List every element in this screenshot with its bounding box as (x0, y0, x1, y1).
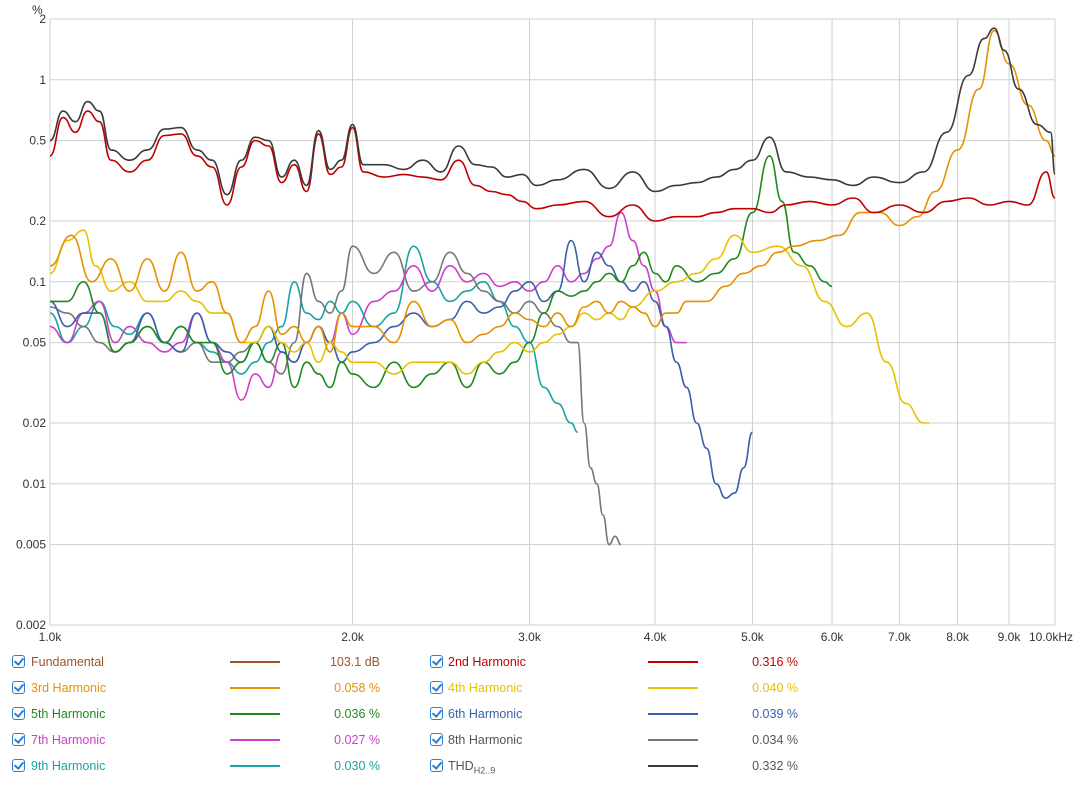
y-tick-label: 0.01 (23, 477, 47, 491)
legend-label: 2nd Harmonic (448, 655, 526, 669)
x-tick-label: 4.0k (644, 630, 668, 644)
legend-checkbox-5th-harmonic[interactable] (12, 707, 25, 720)
legend-label: 6th Harmonic (448, 707, 523, 721)
legend-swatch (648, 687, 698, 689)
legend-swatch (648, 713, 698, 715)
x-tick-label: 8.0k (946, 630, 970, 644)
legend-label: 3rd Harmonic (31, 681, 107, 695)
y-tick-label: 0.5 (29, 134, 46, 148)
legend-checkbox-thd[interactable] (430, 759, 443, 772)
series-line-9th-harmonic (49, 245, 578, 433)
legend-swatch (230, 713, 280, 715)
y-tick-label: 0.1 (29, 275, 46, 289)
legend-swatch (648, 661, 698, 663)
grid (49, 18, 1056, 626)
distortion-chart: 1.0k 2.0k 3.0k 4.0k 5.0k 6.0k 7.0k 8.0k 9.0k 10.0… (16, 3, 1073, 644)
legend-item-6th-harmonic: 6th Harmonic 0.039 % (0, 704, 1079, 724)
legend-value: 0.316 % (752, 655, 798, 669)
legend-item-7th-harmonic: 7th Harmonic 0.027 % (0, 730, 1079, 750)
series-line-4th-harmonic (49, 229, 930, 424)
series-lines (49, 27, 1056, 546)
legend-item-2nd-harmonic: 2nd Harmonic 0.316 % (0, 652, 1079, 672)
legend-value: 0.332 % (752, 759, 798, 773)
legend-label: Fundamental (31, 655, 104, 669)
y-tick-label: 0.2 (29, 214, 46, 228)
legend-checkbox-6th-harmonic[interactable] (430, 707, 443, 720)
legend-swatch (230, 687, 280, 689)
legend-checkbox-4th-harmonic[interactable] (430, 681, 443, 694)
legend-value: 0.058 % (334, 681, 380, 695)
x-tick-label: 7.0k (888, 630, 912, 644)
x-tick-label: 2.0k (341, 630, 365, 644)
legend-item-3rd-harmonic: 3rd Harmonic 0.058 % (0, 678, 1079, 698)
y-axis-unit: % (32, 3, 43, 17)
legend-value: 0.027 % (334, 733, 380, 747)
legend-value: 0.030 % (334, 759, 380, 773)
legend-value: 0.036 % (334, 707, 380, 721)
y-tick-label: 0.05 (23, 336, 47, 350)
y-tick-label: 0.02 (23, 416, 47, 430)
legend-swatch (230, 661, 280, 663)
legend-item-9th-harmonic: 9th Harmonic 0.030 % (0, 756, 1079, 776)
x-tick-label: 5.0k (741, 630, 765, 644)
legend-swatch (230, 739, 280, 741)
legend-checkbox-2nd-harmonic[interactable] (430, 655, 443, 668)
legend-item-8th-harmonic: 8th Harmonic 0.034 % (0, 730, 1079, 750)
x-tick-label: 6.0k (821, 630, 845, 644)
x-tick-label: 10.0kHz (1029, 630, 1073, 644)
legend-swatch (230, 765, 280, 767)
legend-label: 8th Harmonic (448, 733, 523, 747)
legend-item-thd: THDH2..9 0.332 % (0, 756, 1079, 776)
legend-item-4th-harmonic: 4th Harmonic 0.040 % (0, 678, 1079, 698)
y-tick-label: 1 (39, 73, 46, 87)
legend-label: 9th Harmonic (31, 759, 106, 773)
legend-item-fundamental: Fundamental 103.1 dB (0, 652, 1079, 672)
x-tick-label: 9.0k (998, 630, 1022, 644)
y-tick-label: 2 (39, 12, 46, 26)
x-tick-label: 3.0k (518, 630, 542, 644)
x-axis: 1.0k 2.0k 3.0k 4.0k 5.0k 6.0k 7.0k 8.0k 9.0k 10.0… (39, 630, 1073, 644)
legend-label: 4th Harmonic (448, 681, 523, 695)
y-tick-label: 0.002 (16, 618, 46, 632)
series-line-8th-harmonic (49, 245, 622, 546)
series-line-2nd-harmonic (49, 110, 1056, 222)
legend-checkbox-9th-harmonic[interactable] (12, 759, 25, 772)
x-tick-label: 1.0k (39, 630, 63, 644)
legend-swatch (648, 739, 698, 741)
series-line-7th-harmonic (49, 211, 687, 401)
legend: Fundamental 103.1 dB 2nd Harmonic 0.316 % 3r… (0, 652, 1079, 787)
legend-label: 5th Harmonic (31, 707, 106, 721)
legend-item-5th-harmonic: 5th Harmonic 0.036 % (0, 704, 1079, 724)
legend-value: 0.039 % (752, 707, 798, 721)
legend-checkbox-3rd-harmonic[interactable] (12, 681, 25, 694)
legend-swatch (648, 765, 698, 767)
legend-checkbox-7th-harmonic[interactable] (12, 733, 25, 746)
legend-label: 7th Harmonic (31, 733, 106, 747)
legend-checkbox-8th-harmonic[interactable] (430, 733, 443, 746)
series-line-thd (49, 27, 1056, 196)
legend-value: 0.034 % (752, 733, 798, 747)
legend-value: 0.040 % (752, 681, 798, 695)
legend-value: 103.1 dB (329, 655, 380, 669)
y-axis: 0.002 0.005 0.01 0.02 0.05 0.1 0.2 0.5 1 2 (16, 12, 46, 632)
legend-label: THDH2..9 (448, 759, 496, 776)
series-line-5th-harmonic (49, 155, 833, 389)
y-tick-label: 0.005 (16, 538, 46, 552)
legend-checkbox-fundamental[interactable] (12, 655, 25, 668)
